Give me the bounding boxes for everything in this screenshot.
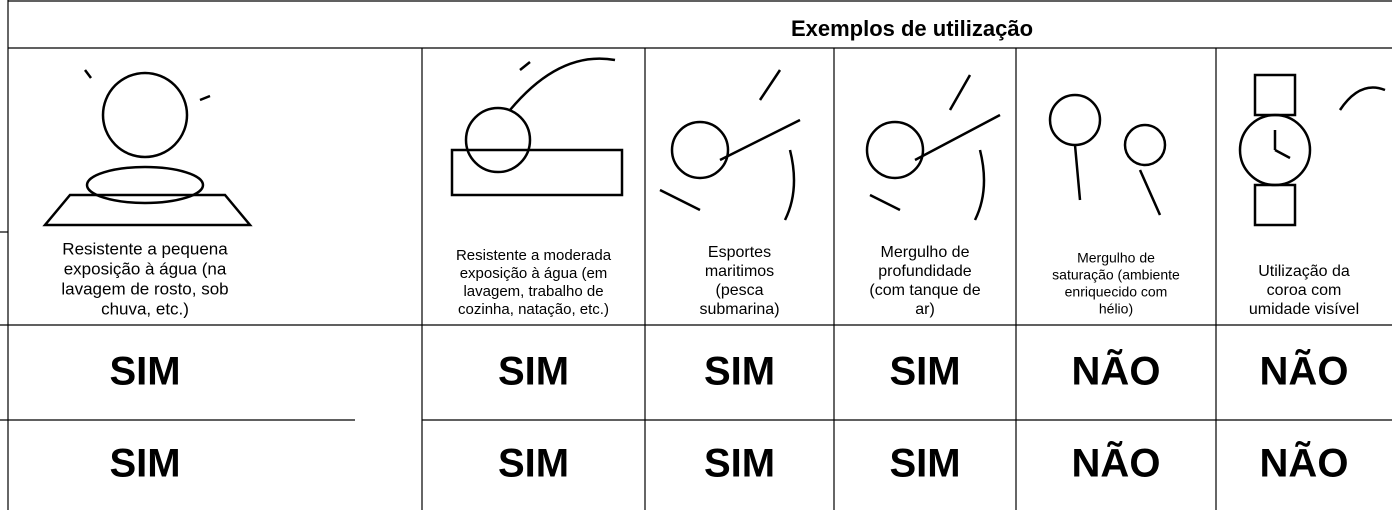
cell-value: SIM — [109, 442, 180, 486]
column-description: enriquecido com — [1065, 284, 1168, 300]
cell-value: SIM — [889, 442, 960, 486]
column-description: lavagem de rosto, sob — [61, 279, 228, 298]
column-description: submarina) — [699, 301, 779, 318]
column-description: chuva, etc.) — [101, 299, 189, 318]
cell-value: NÃO — [1260, 348, 1349, 394]
cell-value: NÃO — [1072, 348, 1161, 394]
column-description: Esportes — [708, 244, 771, 261]
column-description: coroa com — [1267, 282, 1342, 299]
cell-value: SIM — [498, 350, 569, 394]
cell-value: SIM — [498, 442, 569, 486]
scuba-illustration — [865, 74, 1001, 221]
face-wash-illustration — [42, 69, 253, 227]
header-title: Exemplos de utilização — [791, 16, 1033, 41]
column-description: saturação (ambiente — [1052, 267, 1180, 283]
illustrations — [42, 57, 1386, 227]
column-description: exposição à água (em — [460, 265, 608, 282]
swimmer-illustration — [450, 57, 624, 197]
column-description: lavagem, trabalho de — [463, 283, 603, 300]
column-description: (pesca — [715, 282, 763, 299]
column-description: Mergulho de — [881, 244, 970, 261]
column-description: umidade visível — [1249, 301, 1359, 318]
column-description: cozinha, natação, etc.) — [458, 301, 609, 318]
column-description: (com tanque de — [869, 282, 980, 299]
cell-value: SIM — [109, 350, 180, 394]
column-description: Mergulho de — [1077, 250, 1155, 266]
column-description: exposição à água (na — [64, 259, 227, 278]
saturation-illustration — [1048, 93, 1167, 216]
watch-illustration — [1238, 73, 1386, 227]
cell-value: SIM — [704, 442, 775, 486]
cell-value: NÃO — [1072, 440, 1161, 486]
column-description: hélio) — [1099, 301, 1133, 317]
cell-value: SIM — [704, 350, 775, 394]
column-description: Resistente a pequena — [62, 239, 228, 258]
column-description: ar) — [915, 301, 935, 318]
cell-value: SIM — [889, 350, 960, 394]
column-description: profundidade — [878, 263, 972, 280]
column-description: Resistente a moderada — [456, 247, 612, 264]
cell-value: NÃO — [1260, 440, 1349, 486]
column-description: Utilização da — [1258, 263, 1350, 280]
column-description: maritimos — [705, 263, 774, 280]
snorkel-illustration — [659, 69, 801, 221]
